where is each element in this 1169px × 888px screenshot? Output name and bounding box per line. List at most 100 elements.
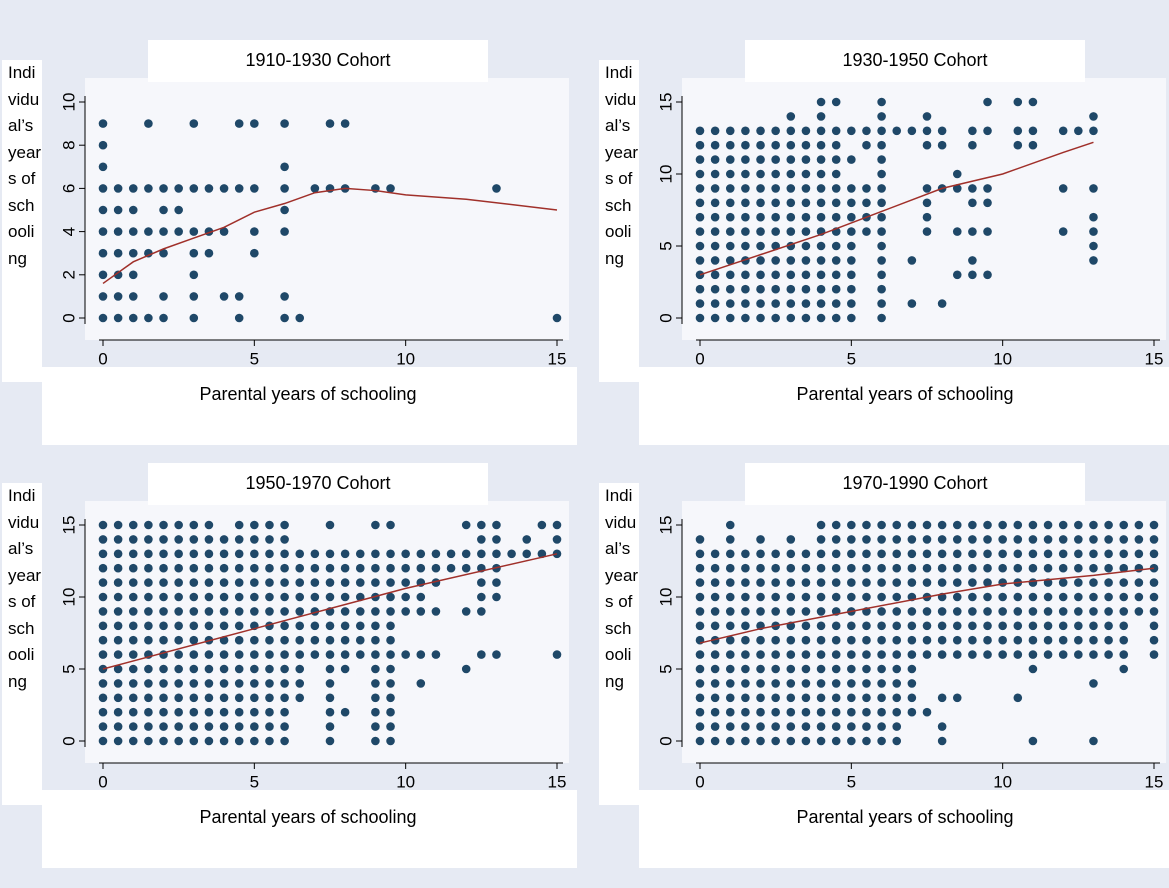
point bbox=[892, 126, 902, 136]
point bbox=[204, 621, 214, 631]
point bbox=[386, 184, 395, 193]
point bbox=[98, 205, 108, 215]
point bbox=[877, 693, 886, 703]
point bbox=[1134, 520, 1144, 530]
point bbox=[877, 664, 886, 674]
point bbox=[741, 607, 750, 616]
point bbox=[847, 155, 856, 164]
point bbox=[952, 227, 962, 236]
point bbox=[280, 607, 289, 616]
point bbox=[113, 635, 123, 645]
point bbox=[204, 520, 214, 530]
point bbox=[862, 707, 871, 717]
point bbox=[831, 722, 841, 731]
point bbox=[756, 578, 765, 587]
point bbox=[998, 535, 1007, 544]
x-tick-label: 10 bbox=[993, 349, 1012, 368]
point bbox=[234, 535, 244, 544]
point bbox=[801, 313, 811, 323]
point bbox=[831, 520, 841, 530]
point bbox=[461, 520, 471, 530]
point bbox=[159, 292, 168, 301]
point bbox=[847, 241, 856, 251]
point bbox=[204, 563, 214, 573]
point bbox=[431, 563, 441, 573]
point bbox=[695, 563, 705, 573]
point bbox=[144, 592, 153, 602]
point bbox=[968, 227, 977, 236]
point bbox=[159, 535, 168, 544]
point bbox=[786, 227, 796, 236]
point bbox=[204, 549, 214, 559]
point bbox=[831, 198, 841, 208]
point bbox=[710, 227, 720, 236]
point bbox=[431, 549, 441, 559]
point bbox=[113, 248, 123, 258]
x-label-box bbox=[639, 367, 1169, 445]
point bbox=[113, 664, 123, 674]
point bbox=[695, 535, 705, 544]
point bbox=[862, 126, 871, 136]
point bbox=[756, 155, 765, 164]
point bbox=[1134, 607, 1144, 616]
point bbox=[847, 299, 856, 308]
point bbox=[816, 535, 826, 544]
point bbox=[310, 650, 320, 659]
point bbox=[265, 578, 274, 587]
point bbox=[295, 621, 305, 631]
point bbox=[695, 299, 705, 308]
point bbox=[741, 736, 750, 746]
point bbox=[98, 119, 108, 128]
point bbox=[725, 227, 735, 236]
point bbox=[1119, 650, 1129, 659]
point bbox=[1104, 535, 1113, 544]
point bbox=[159, 184, 168, 193]
point bbox=[877, 112, 886, 121]
point bbox=[741, 563, 750, 573]
point bbox=[159, 621, 168, 631]
point bbox=[128, 205, 138, 215]
point bbox=[937, 140, 947, 150]
point bbox=[922, 212, 932, 222]
point bbox=[877, 227, 886, 236]
point bbox=[1104, 520, 1113, 530]
point bbox=[371, 722, 380, 731]
point bbox=[892, 549, 902, 559]
point bbox=[710, 284, 720, 294]
point bbox=[1013, 650, 1023, 659]
point bbox=[862, 621, 871, 631]
point bbox=[877, 184, 886, 193]
point bbox=[771, 270, 780, 280]
point bbox=[113, 205, 123, 215]
point bbox=[877, 270, 886, 280]
point bbox=[831, 578, 841, 587]
panel-title: 1950-1970 Cohort bbox=[245, 473, 390, 493]
point bbox=[771, 256, 780, 265]
plot-area bbox=[682, 78, 1166, 340]
point bbox=[355, 578, 365, 587]
point bbox=[937, 535, 947, 544]
point bbox=[847, 270, 856, 280]
point bbox=[174, 578, 183, 587]
point bbox=[983, 592, 992, 602]
x-axis-label: Parental years of schooling bbox=[796, 807, 1013, 827]
point bbox=[1149, 535, 1159, 544]
point bbox=[234, 707, 244, 717]
y-tick-label: 2 bbox=[59, 270, 78, 279]
point bbox=[831, 707, 841, 717]
point bbox=[386, 707, 395, 717]
point bbox=[280, 679, 289, 688]
point bbox=[877, 256, 886, 265]
point bbox=[219, 679, 229, 688]
point bbox=[695, 184, 705, 193]
y-tick-label: 10 bbox=[656, 588, 675, 607]
point bbox=[756, 607, 765, 616]
point bbox=[756, 169, 765, 179]
point bbox=[446, 563, 456, 573]
point bbox=[250, 578, 259, 587]
point bbox=[771, 284, 780, 294]
point bbox=[877, 535, 886, 544]
point bbox=[340, 621, 350, 631]
point bbox=[877, 198, 886, 208]
